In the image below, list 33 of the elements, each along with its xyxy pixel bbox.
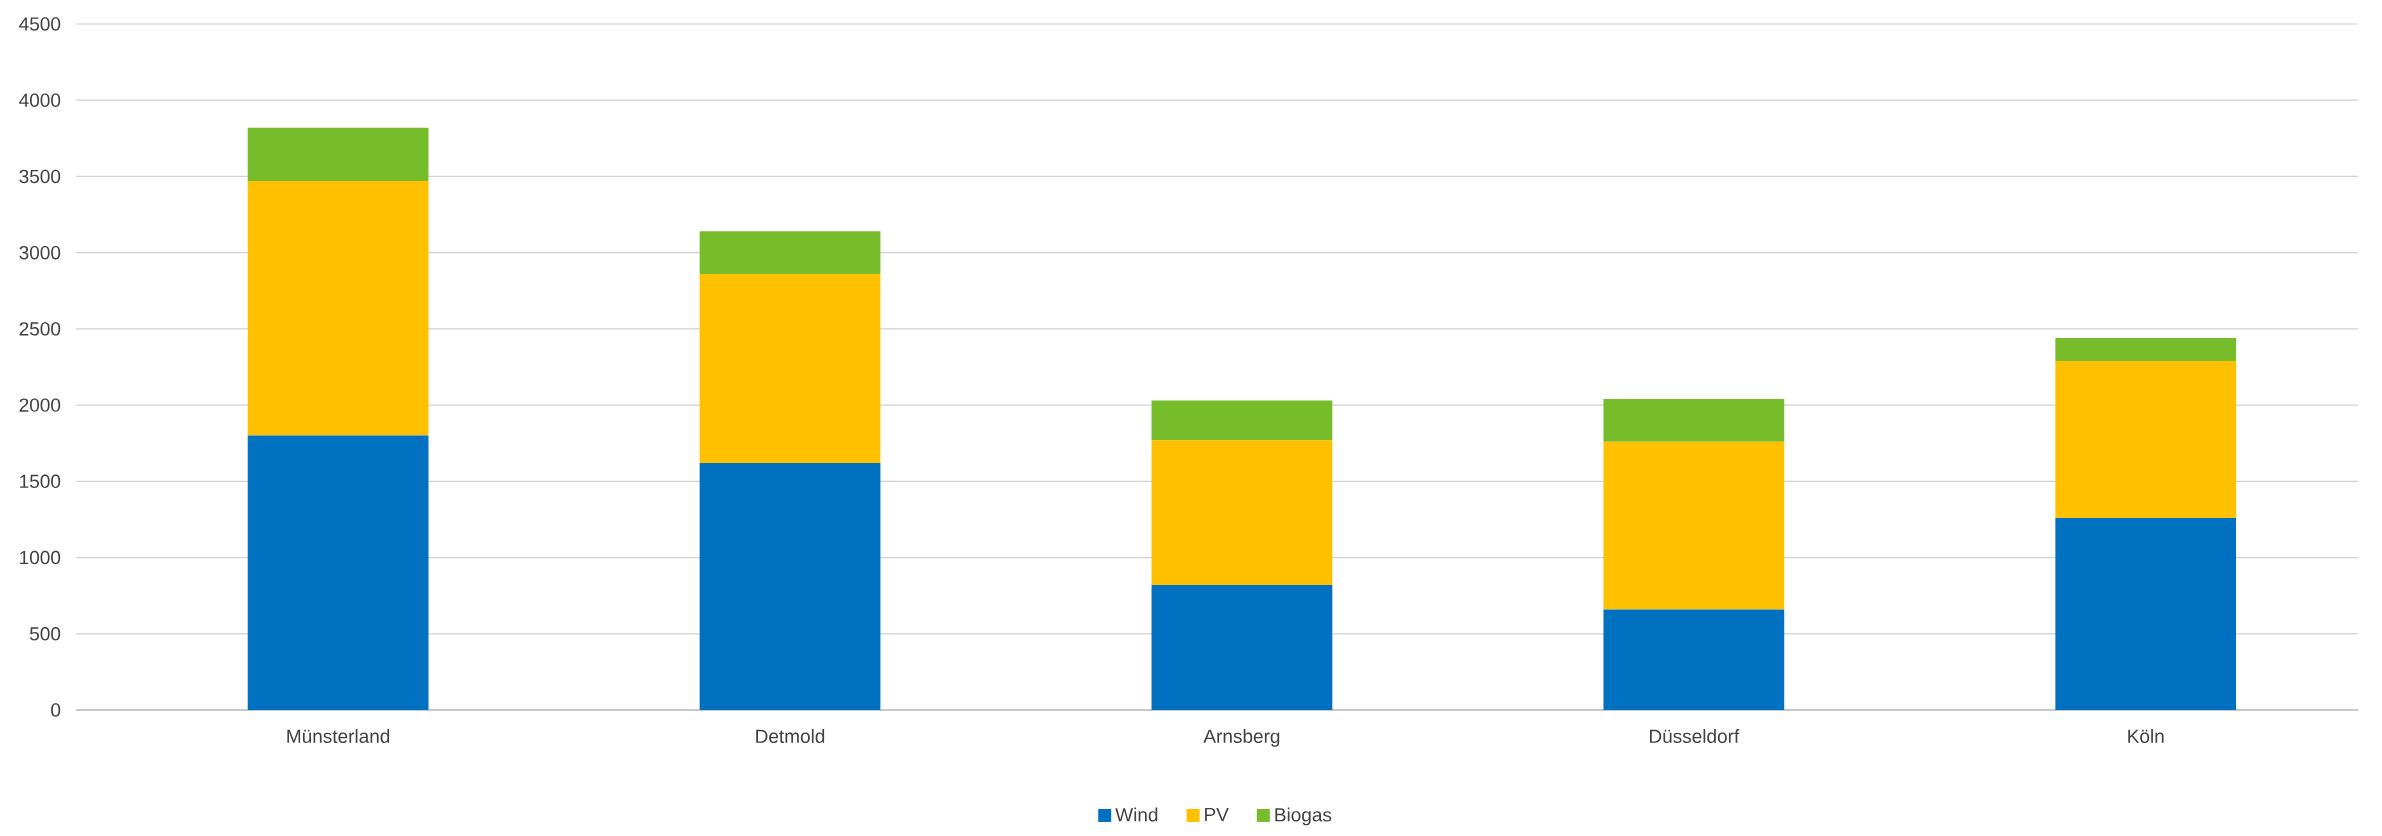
legend-label: Wind	[1115, 807, 1158, 822]
bar	[2055, 360, 2237, 518]
y-tick-label: 4000	[19, 93, 61, 107]
y-tick-label: 4500	[19, 17, 61, 31]
bar	[2055, 338, 2237, 361]
x-tick-label: Detmold	[756, 729, 825, 744]
bar	[699, 274, 881, 464]
y-tick-label: 0	[51, 703, 61, 717]
bar	[1151, 400, 1333, 441]
bar	[699, 463, 881, 710]
bar	[699, 231, 881, 275]
x-tick-label: Düsseldorf	[1650, 729, 1740, 744]
x-tick-label: Münsterland	[287, 729, 390, 744]
y-tick-label: 2500	[19, 322, 61, 336]
bar	[1151, 440, 1333, 585]
y-tick-label: 1000	[20, 550, 61, 565]
y-tick-label: 500	[29, 627, 61, 641]
y-tick-label: 2000	[19, 398, 61, 412]
bar	[2055, 517, 2237, 710]
x-tick-label: Köln	[2128, 729, 2164, 744]
legend-label: Biogas	[1275, 807, 1332, 826]
y-tick-label: 3000	[19, 245, 61, 260]
y-tick-label: 3500	[19, 169, 61, 184]
bar	[1151, 585, 1333, 710]
x-tick-label: Arnsberg	[1203, 729, 1280, 747]
bar	[1603, 441, 1785, 610]
bar	[247, 181, 429, 436]
bar	[1603, 399, 1785, 442]
bar	[1603, 609, 1785, 710]
bar	[247, 435, 429, 710]
y-tick-label: 1500	[20, 474, 61, 489]
legend-label: PV	[1205, 807, 1229, 822]
bar	[247, 127, 429, 182]
